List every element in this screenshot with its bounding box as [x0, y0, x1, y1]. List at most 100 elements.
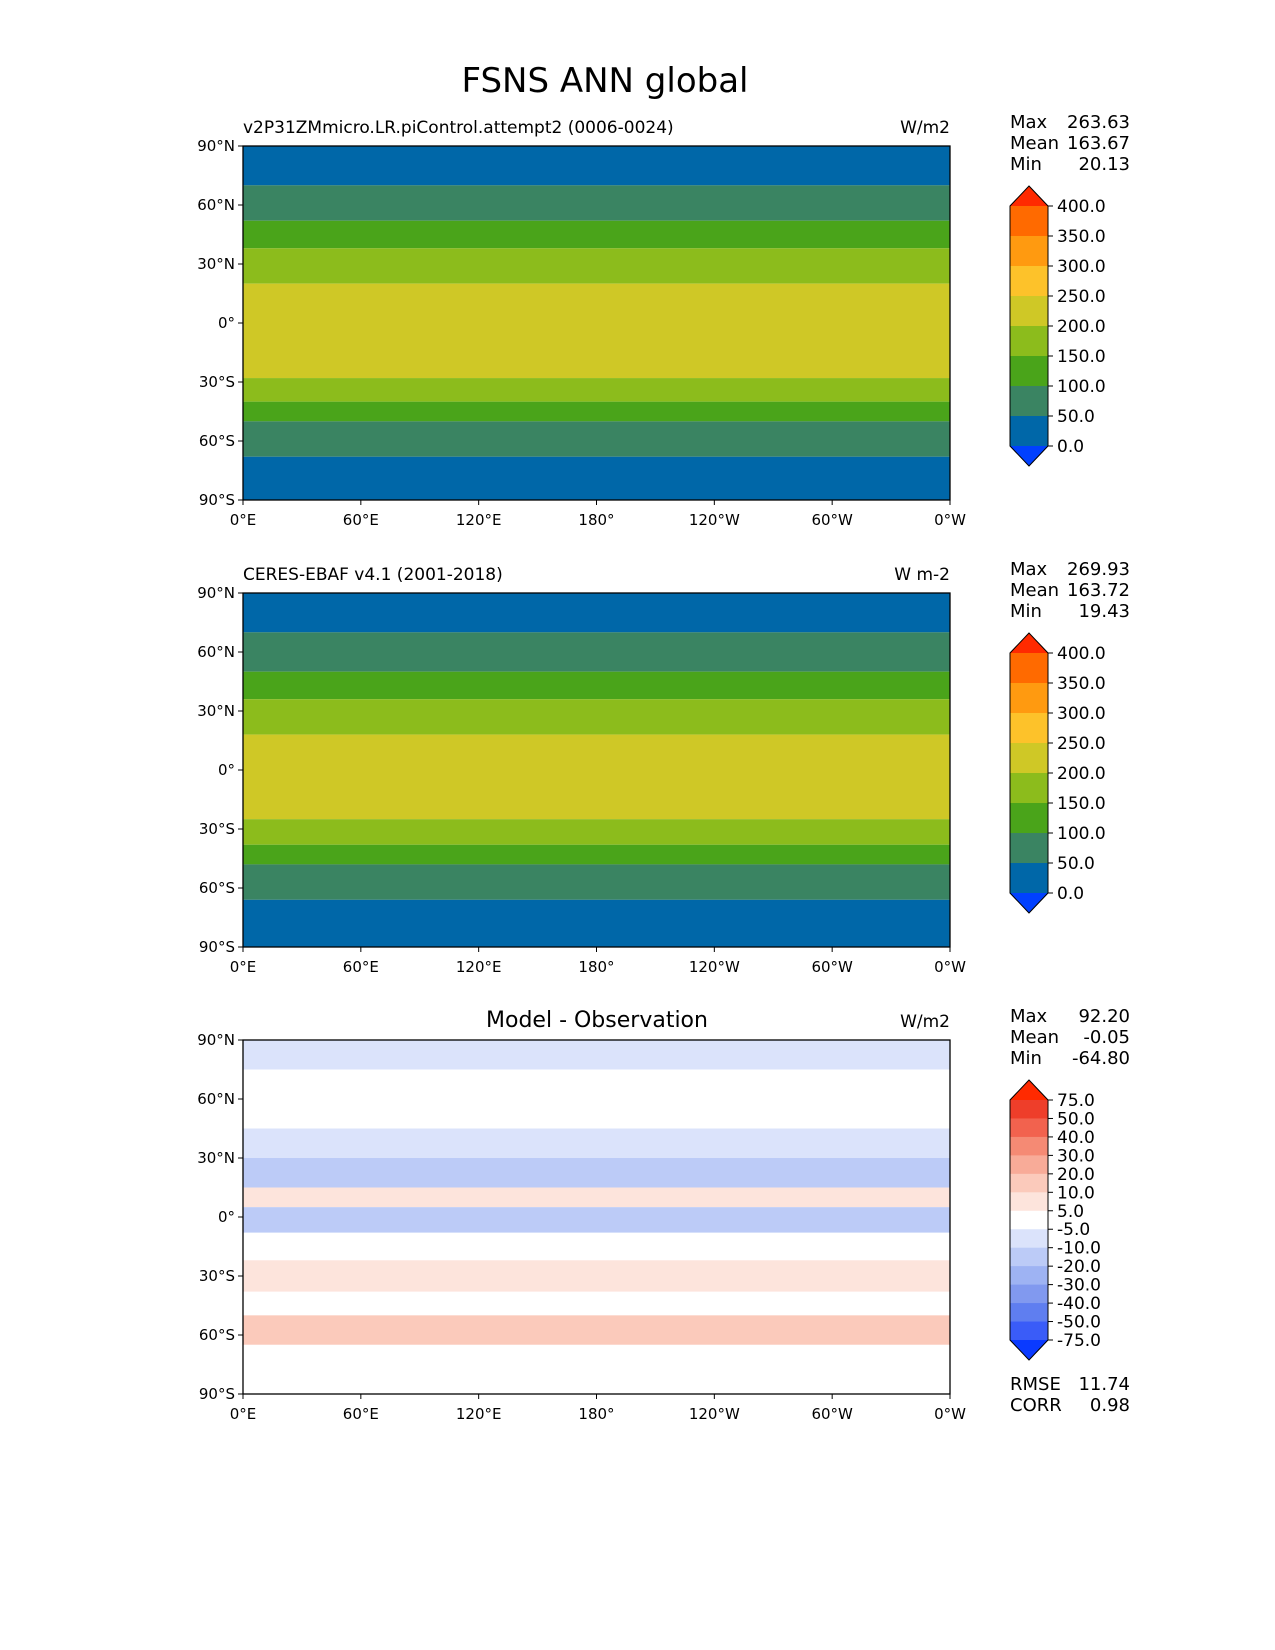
y-axis: 90°N 60°N 30°N 0° 30°S 60°S 90°S: [197, 1031, 243, 1403]
colorbar-tick-label: 200.0: [1057, 317, 1106, 337]
field-band: [243, 185, 950, 221]
y-tick-label: 60°S: [199, 432, 235, 450]
y-tick-label: 30°N: [197, 702, 235, 720]
x-tick-label: 60°W: [811, 511, 853, 529]
colorbar-segment: [1010, 1118, 1048, 1138]
x-tick-label: 180°: [578, 958, 614, 976]
x-tick-label: 120°W: [689, 511, 740, 529]
colorbar-segment: [1010, 1100, 1048, 1119]
colorbar-extend-bottom: [1010, 446, 1048, 466]
colorbar-segment: [1010, 1284, 1048, 1304]
colorbar-segment: [1010, 713, 1048, 744]
field-band: [243, 1315, 950, 1345]
colorbar-segment: [1010, 683, 1048, 714]
x-tick-label: 0°W: [934, 511, 966, 529]
colorbar-segment: [1010, 1321, 1048, 1341]
colorbar-tick-label: 350.0: [1057, 674, 1106, 694]
field-band: [243, 1187, 950, 1208]
y-tick-label: 60°N: [197, 643, 235, 661]
y-tick-label: 0°: [218, 1208, 235, 1226]
y-tick-label: 0°: [218, 761, 235, 779]
panel-left-label: CERES-EBAF v4.1 (2001-2018): [243, 565, 503, 585]
colorbar-tick-label: 10.0: [1057, 1183, 1095, 1203]
y-axis: 90°N 60°N 30°N 0° 30°S 60°S 90°S: [197, 584, 243, 956]
colorbar: 75.050.040.030.020.010.05.0-5.0-10.0-20.…: [1009, 1079, 1101, 1361]
y-tick-label: 60°N: [197, 196, 235, 214]
colorbar-tick-label: 20.0: [1057, 1165, 1095, 1185]
colorbar-extend-top: [1010, 186, 1048, 206]
y-tick-label: 90°N: [197, 584, 235, 602]
stat-value: 163.72: [1067, 580, 1130, 601]
colorbar-extend-bottom: [1010, 1340, 1048, 1360]
x-tick-label: 120°E: [456, 1405, 502, 1423]
panel-units: W/m2: [900, 118, 950, 138]
panel-observation: CERES-EBAF v4.1 (2001-2018) W m-2 0°E 60°…: [197, 559, 1130, 976]
stat-value: 269.93: [1067, 559, 1130, 580]
colorbar-tick-label: -50.0: [1057, 1313, 1101, 1333]
stat-label: Max: [1010, 1006, 1048, 1027]
colorbar-tick-label: -30.0: [1057, 1276, 1101, 1296]
colorbar-tick-label: 100.0: [1057, 824, 1106, 844]
stat-value: -64.80: [1072, 1048, 1130, 1069]
colorbar-segment: [1010, 1136, 1048, 1156]
colorbar-tick-label: 50.0: [1057, 1109, 1095, 1129]
panel-model: v2P31ZMmicro.LR.piControl.attempt2 (0006…: [197, 112, 1130, 529]
stat-value: 92.20: [1078, 1006, 1130, 1027]
y-tick-label: 90°S: [199, 491, 235, 509]
field-band: [243, 1099, 950, 1129]
y-axis: 90°N 60°N 30°N 0° 30°S 60°S 90°S: [197, 137, 243, 509]
field-band: [243, 1344, 950, 1394]
y-tick-label: 90°N: [197, 1031, 235, 1049]
map-field: [243, 593, 950, 947]
field-band: [243, 1207, 950, 1233]
stat-value: 263.63: [1067, 112, 1130, 133]
colorbar-tick-label: 100.0: [1057, 377, 1106, 397]
stat-label: Mean: [1010, 1027, 1059, 1048]
colorbar-tick-label: 400.0: [1057, 644, 1106, 664]
colorbar-tick-label: 40.0: [1057, 1128, 1095, 1148]
colorbar-segment: [1010, 743, 1048, 774]
x-tick-label: 0°W: [934, 1405, 966, 1423]
colorbar-segment: [1010, 356, 1048, 387]
colorbar-segment: [1010, 1247, 1048, 1267]
stat-label: Min: [1010, 154, 1042, 175]
stats-block: Max 269.93 Mean 163.72 Min 19.43: [1010, 559, 1130, 622]
field-band: [243, 671, 950, 700]
field-band: [243, 456, 950, 500]
colorbar-segment: [1010, 1210, 1048, 1230]
stat-label: Max: [1010, 559, 1048, 580]
field-band: [243, 1128, 950, 1158]
colorbar-segment: [1010, 266, 1048, 297]
stat-label: CORR: [1010, 1395, 1062, 1416]
colorbar-tick-label: -5.0: [1057, 1220, 1090, 1240]
x-tick-label: 0°W: [934, 958, 966, 976]
stat-label: Mean: [1010, 133, 1059, 154]
colorbar-tick-label: 400.0: [1057, 197, 1106, 217]
colorbar-segment: [1010, 773, 1048, 804]
panel-left-label: v2P31ZMmicro.LR.piControl.attempt2 (0006…: [243, 118, 674, 138]
colorbar-segment: [1010, 236, 1048, 267]
y-tick-label: 30°N: [197, 1149, 235, 1167]
x-axis: 0°E 60°E 120°E 180° 120°W 60°W 0°W: [230, 1394, 966, 1423]
colorbar-tick-label: 0.0: [1057, 884, 1084, 904]
stat-label: Max: [1010, 112, 1048, 133]
colorbar-segment: [1010, 803, 1048, 834]
figure-title: FSNS ANN global: [462, 61, 749, 101]
colorbar-tick-label: 0.0: [1057, 437, 1084, 457]
colorbar-tick-label: -40.0: [1057, 1294, 1101, 1314]
colorbar-tick-label: 50.0: [1057, 407, 1095, 427]
field-band: [243, 378, 950, 402]
colorbar-tick-label: 150.0: [1057, 794, 1106, 814]
x-tick-label: 120°E: [456, 511, 502, 529]
x-tick-label: 60°E: [343, 1405, 379, 1423]
colorbar-segment: [1010, 1266, 1048, 1286]
colorbar-segment: [1010, 863, 1048, 894]
field-band: [243, 1232, 950, 1261]
y-tick-label: 60°S: [199, 1326, 235, 1344]
field-band: [243, 248, 950, 284]
stat-label: Min: [1010, 601, 1042, 622]
field-band: [243, 632, 950, 672]
stat-value: -0.05: [1083, 1027, 1130, 1048]
colorbar-extend-top: [1010, 633, 1048, 653]
